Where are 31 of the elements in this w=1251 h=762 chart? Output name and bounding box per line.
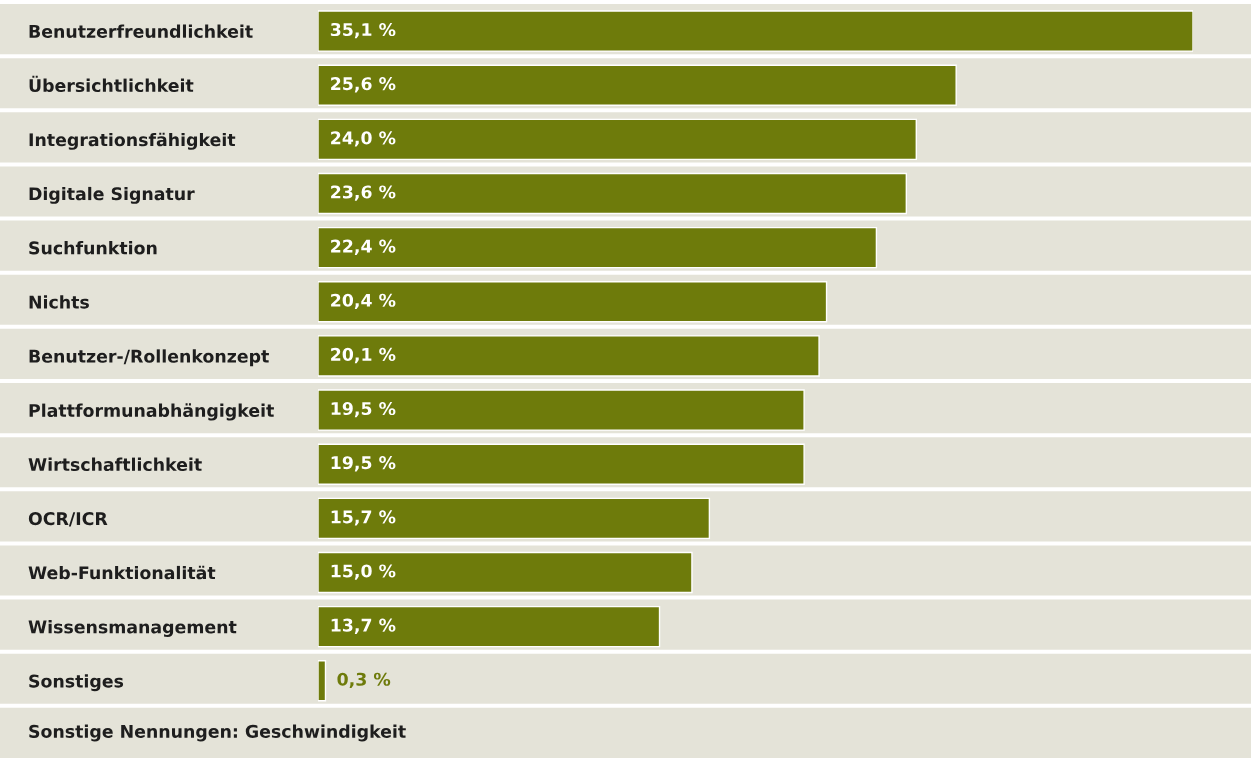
data-label: 23,6 % xyxy=(331,185,396,201)
data-label: 24,0 % xyxy=(331,131,396,147)
y-tick-label: Wirtschaftlichkeit xyxy=(28,457,202,472)
data-label: 20,4 % xyxy=(331,293,396,310)
data-label: 22,4 % xyxy=(331,239,396,255)
y-tick-label: Plattformunabhängigkeit xyxy=(29,403,274,421)
bar xyxy=(318,605,661,648)
y-tick-label: Benutzer-/Rollenkonzept xyxy=(29,349,269,367)
y-tick-label: Benutzerfreundlichkeit xyxy=(29,24,253,38)
y-tick-label: OCR/ICR xyxy=(28,512,108,527)
y-tick-label: Suchfunktion xyxy=(29,241,157,255)
data-label: 19,5 % xyxy=(331,456,396,472)
y-tick-label: Integrationsfähigkeit xyxy=(29,132,236,150)
y-tick-label: Web-Funktionalität xyxy=(28,565,216,580)
data-label: 20,1 % xyxy=(331,347,396,364)
data-label: 0,3 % xyxy=(337,672,391,689)
y-tick-label: Nichts xyxy=(29,295,89,309)
data-label: 15,7 % xyxy=(331,510,396,526)
data-label: 25,6 % xyxy=(331,77,396,93)
y-tick-label: Übersichtlichkeit xyxy=(29,75,194,93)
y-tick-label: Digitale Signatur xyxy=(29,186,195,204)
bar xyxy=(318,551,693,594)
bar xyxy=(318,497,711,540)
data-label: 35,1 % xyxy=(330,22,396,39)
data-label: 13,7 % xyxy=(331,618,396,634)
y-tick-label: Wissensmanagement xyxy=(28,620,237,637)
y-tick-label: Sonstiges xyxy=(29,674,124,692)
data-label: 19,5 % xyxy=(331,401,396,418)
data-label: 15,0 % xyxy=(331,564,396,580)
text: Sonstige Nennungen: Geschwindigkeit xyxy=(29,724,406,742)
bar xyxy=(318,660,327,702)
